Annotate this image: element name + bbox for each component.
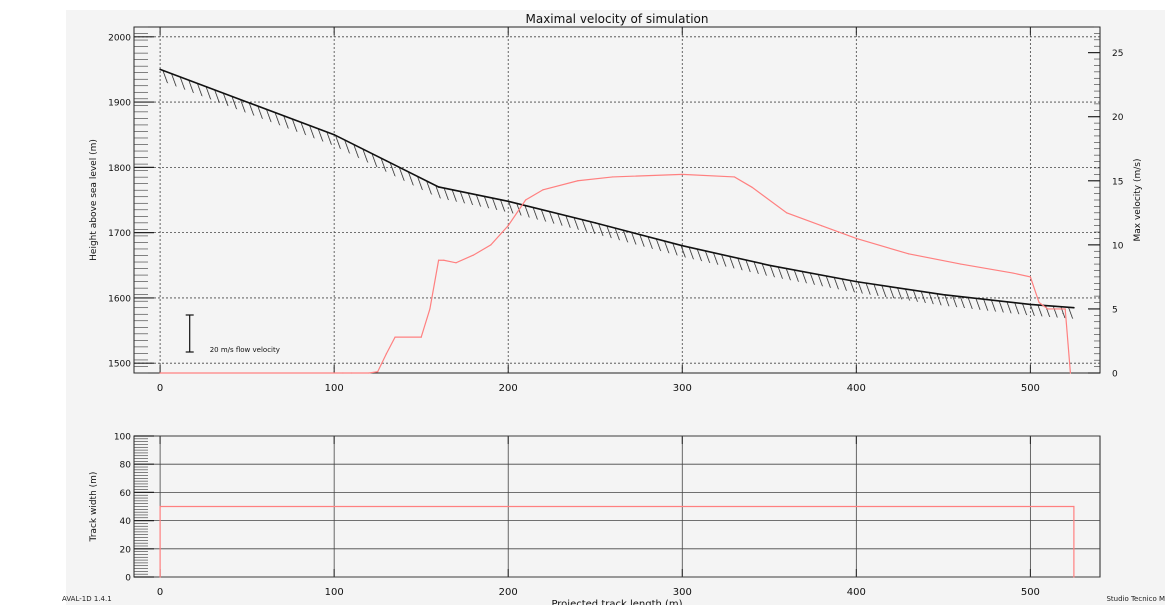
x-tick-label-1-1: 100 bbox=[325, 587, 344, 598]
velocity-point-19 bbox=[681, 173, 683, 175]
y-tick-label-1-2: 40 bbox=[120, 517, 132, 527]
footer-left-label: AVAL-1D 1.4.1 bbox=[62, 595, 112, 603]
velocity-point-30 bbox=[1047, 308, 1049, 310]
velocity-point-17 bbox=[577, 180, 579, 182]
velocity-point-10 bbox=[443, 259, 445, 261]
track-width-point-1 bbox=[159, 505, 161, 508]
velocity-point-7 bbox=[420, 336, 422, 338]
y2-axis-label: Max velocity (m/s) bbox=[1133, 158, 1143, 241]
velocity-point-0 bbox=[159, 372, 161, 374]
x-tick-label-0-5: 500 bbox=[1021, 383, 1040, 394]
velocity-point-15 bbox=[525, 199, 527, 201]
velocity-point-20 bbox=[733, 176, 736, 178]
x-tick-label-0-0: 0 bbox=[157, 383, 163, 394]
velocity-point-11 bbox=[455, 262, 457, 264]
terrain-profile-line bbox=[159, 68, 1074, 309]
velocity-point-6 bbox=[394, 336, 396, 338]
y-tick-label-0-2: 1700 bbox=[108, 229, 131, 239]
terrain-point-5 bbox=[507, 200, 510, 203]
velocity-point-16 bbox=[542, 189, 544, 191]
y2-tick-label-3: 15 bbox=[1112, 177, 1123, 187]
velocity-point-4 bbox=[377, 371, 379, 373]
y-axis-label-0: Height above sea level (m) bbox=[89, 139, 99, 261]
velocity-point-22 bbox=[786, 212, 788, 214]
track-width-point-0 bbox=[159, 576, 161, 578]
velocity-point-13 bbox=[490, 244, 492, 246]
terrain-hatch-band bbox=[160, 69, 1074, 319]
velocity-point-26 bbox=[960, 263, 962, 265]
terrain-point-7 bbox=[681, 244, 684, 247]
y-tick-label-0-5: 2000 bbox=[108, 33, 131, 43]
plot-frame-0 bbox=[133, 26, 1101, 374]
y2-tick-label-2: 10 bbox=[1112, 241, 1124, 251]
y2-tick-label-0: 0 bbox=[1112, 370, 1118, 380]
track-width-point-2 bbox=[1073, 505, 1075, 508]
terrain-point-9 bbox=[855, 280, 858, 283]
terrain-point-1 bbox=[246, 101, 248, 103]
x-tick-label-0-4: 400 bbox=[847, 383, 866, 394]
y-tick-label-1-4: 80 bbox=[120, 461, 132, 471]
y2-tick-label-1: 5 bbox=[1112, 305, 1118, 315]
y-tick-label-1-0: 0 bbox=[125, 574, 131, 584]
x-tick-label-1-2: 200 bbox=[499, 587, 518, 598]
velocity-point-2 bbox=[350, 372, 353, 374]
y2-tick-label-5: 25 bbox=[1112, 49, 1123, 59]
x-tick-label-1-5: 500 bbox=[1021, 587, 1040, 598]
velocity-point-32 bbox=[1069, 372, 1072, 374]
terrain-point-2 bbox=[333, 133, 335, 136]
velocity-point-1 bbox=[342, 372, 344, 374]
track-width-point-3 bbox=[1073, 576, 1075, 578]
x-tick-label-1-3: 300 bbox=[673, 587, 692, 598]
velocity-point-23 bbox=[820, 225, 823, 227]
y-tick-label-0-1: 1600 bbox=[108, 294, 131, 304]
scale-bar-label: 20 m/s flow velocity bbox=[210, 346, 280, 354]
y-tick-label-0-3: 1800 bbox=[108, 164, 131, 174]
velocity-point-5 bbox=[385, 353, 387, 355]
y-axis-label-1: Track width (m) bbox=[89, 472, 99, 543]
terrain-point-12 bbox=[1073, 306, 1075, 309]
x-tick-label-1-4: 400 bbox=[847, 587, 866, 598]
velocity-line bbox=[160, 173, 1072, 374]
y-tick-label-0-4: 1900 bbox=[108, 99, 131, 109]
velocity-point-3 bbox=[368, 372, 370, 374]
y-tick-label-1-5: 100 bbox=[114, 433, 131, 443]
footer-right-label: Studio Tecnico M bbox=[1106, 595, 1165, 603]
velocity-point-25 bbox=[907, 253, 910, 255]
terrain-point-6 bbox=[594, 222, 597, 224]
track-width-line bbox=[159, 505, 1075, 577]
y-tick-label-0-0: 1500 bbox=[108, 360, 131, 370]
terrain-point-0 bbox=[159, 68, 161, 71]
x-axis-label-1: Projected track length (m) bbox=[551, 599, 682, 605]
velocity-point-28 bbox=[1029, 276, 1031, 278]
y-tick-label-1-3: 60 bbox=[120, 489, 132, 499]
chart-title-0: Maximal velocity of simulation bbox=[526, 12, 709, 26]
velocity-point-9 bbox=[437, 259, 440, 261]
y2-tick-label-4: 20 bbox=[1112, 113, 1124, 123]
terrain-point-8 bbox=[768, 264, 771, 267]
terrain-point-11 bbox=[1029, 303, 1032, 306]
terrain-point-4 bbox=[437, 186, 440, 188]
x-tick-label-0-1: 100 bbox=[325, 383, 344, 394]
velocity-point-31 bbox=[1064, 308, 1066, 310]
velocity-point-18 bbox=[612, 176, 614, 178]
y-tick-label-1-1: 20 bbox=[120, 545, 132, 555]
velocity-point-14 bbox=[507, 225, 509, 227]
velocity-point-29 bbox=[1038, 301, 1040, 304]
velocity-point-27 bbox=[1012, 272, 1014, 274]
terrain-point-10 bbox=[942, 293, 945, 296]
velocity-point-8 bbox=[429, 308, 431, 310]
chart-canvas: 0 100 200 300 400 500150016001700180019002000… bbox=[89, 12, 1143, 605]
x-tick-label-0-3: 300 bbox=[673, 383, 692, 394]
x-tick-label-1-0: 0 bbox=[157, 587, 163, 598]
velocity-point-12 bbox=[472, 254, 475, 256]
velocity-point-24 bbox=[855, 237, 857, 240]
figure-background: 0 100 200 300 400 500 1500 1600 1700 1800 1900 2000… bbox=[62, 10, 1165, 605]
velocity-point-21 bbox=[751, 186, 753, 188]
terrain-point-3 bbox=[385, 160, 388, 162]
x-tick-label-0-2: 200 bbox=[499, 383, 518, 394]
